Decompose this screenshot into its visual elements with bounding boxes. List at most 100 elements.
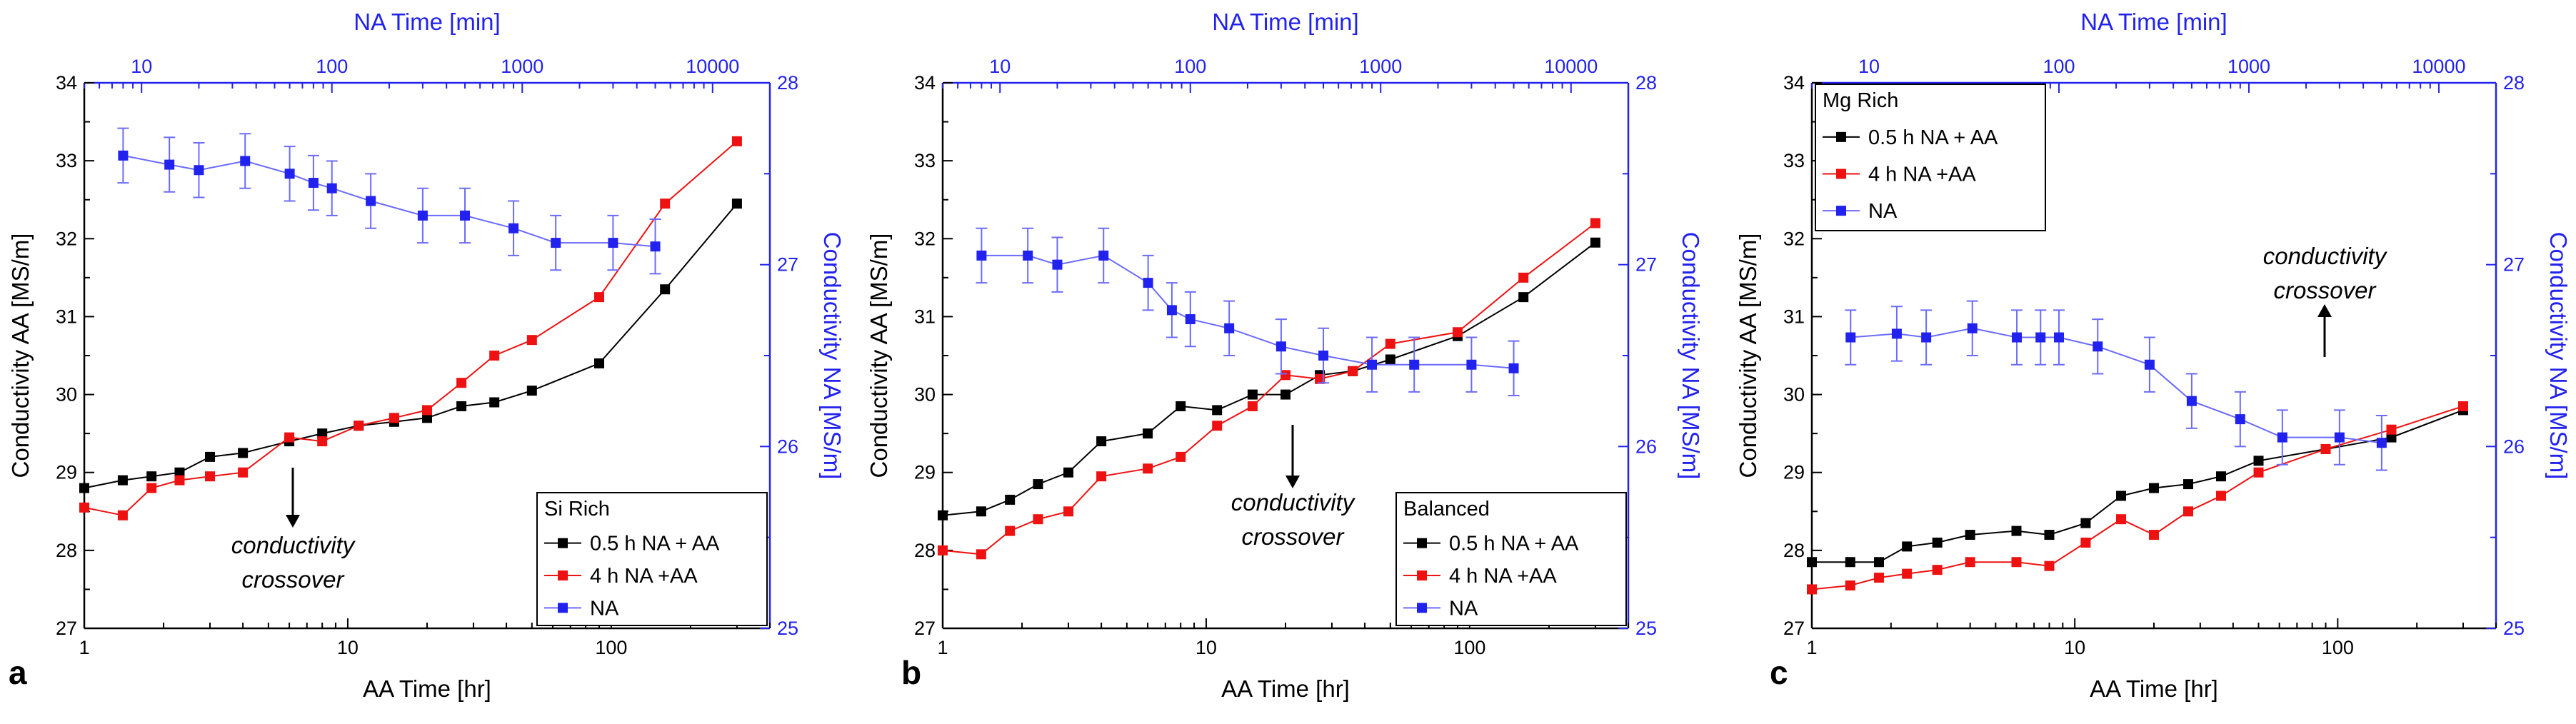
legend-entry-label: 4 h NA +AA — [590, 565, 698, 588]
data-point — [1315, 373, 1325, 384]
data-point — [1845, 580, 1855, 590]
data-point — [1902, 568, 1913, 579]
data-point — [2080, 537, 2091, 548]
y-tick-label: 34 — [914, 72, 936, 94]
annotation-arrow-head — [1286, 476, 1300, 488]
data-point — [1385, 338, 1395, 349]
data-point — [2253, 456, 2264, 466]
data-point — [731, 198, 742, 209]
x-top-tick-label: 1000 — [1359, 56, 1402, 77]
data-point — [976, 250, 987, 261]
data-point — [1348, 366, 1358, 376]
series-0 — [1807, 405, 2469, 568]
x-axis-title: AA Time [hr] — [2090, 675, 2218, 702]
data-point — [205, 471, 216, 482]
data-point — [205, 451, 216, 462]
annotation-text: crossover — [2273, 277, 2377, 303]
data-point — [79, 483, 89, 493]
x-top-axis-title: NA Time [min] — [354, 9, 500, 35]
data-point — [976, 506, 986, 517]
y-right-tick-label: 26 — [1635, 436, 1657, 457]
x-tick-label: 10 — [2064, 637, 2085, 658]
series-2 — [117, 127, 661, 275]
data-point — [1143, 428, 1153, 439]
x-top-tick-label: 100 — [2043, 56, 2075, 77]
legend-swatch-marker — [558, 538, 568, 548]
series-line — [1811, 405, 2464, 590]
data-point — [366, 196, 376, 206]
series-line — [981, 254, 1514, 369]
y-tick-label: 28 — [914, 540, 936, 561]
data-point — [326, 183, 337, 193]
x-top-tick-label: 10000 — [1544, 56, 1598, 77]
data-point — [1508, 363, 1519, 373]
data-point — [2334, 432, 2345, 443]
data-point — [417, 210, 428, 221]
annotation-text: conductivity — [2263, 243, 2388, 269]
data-point — [146, 471, 157, 482]
data-point — [1096, 471, 1107, 482]
y-tick-label: 31 — [56, 306, 77, 327]
y-tick-label: 28 — [56, 540, 77, 561]
data-point — [1466, 359, 1477, 370]
x-top-tick-label: 10 — [131, 56, 152, 77]
data-point — [2011, 526, 2022, 536]
data-point — [1873, 573, 1884, 583]
panel-label: a — [9, 654, 27, 691]
data-point — [164, 159, 175, 170]
data-point — [2144, 359, 2155, 370]
legend-entry-label: 4 h NA +AA — [1868, 164, 1976, 186]
y-right-tick-label: 25 — [777, 618, 798, 639]
x-tick-label: 100 — [595, 637, 627, 658]
y-tick-label: 32 — [1783, 228, 1805, 249]
data-point — [194, 165, 204, 176]
legend-entry-label: 0.5 h NA + AA — [590, 533, 720, 555]
data-point — [1921, 332, 1932, 343]
data-point — [1176, 451, 1186, 462]
data-point — [2035, 332, 2046, 343]
data-point — [2116, 514, 2127, 525]
y-right-tick-label: 27 — [2503, 254, 2525, 276]
crossover-annotation: conductivity crossover — [1231, 425, 1356, 550]
y-tick-label: 28 — [1783, 540, 1805, 561]
data-point — [1212, 405, 1223, 416]
legend-title: Si Rich — [544, 498, 610, 521]
data-point — [489, 351, 500, 361]
y-tick-label: 27 — [56, 618, 77, 639]
data-point — [1590, 237, 1600, 248]
data-point — [1891, 328, 1902, 339]
y-tick-label: 30 — [1783, 384, 1805, 406]
data-point — [1965, 557, 1975, 568]
panel-label: b — [901, 654, 921, 691]
y-tick-label: 33 — [56, 150, 77, 171]
x-top-tick-label: 100 — [1174, 56, 1206, 77]
data-point — [240, 156, 251, 166]
y-right-axis-title: Conductivity NA [MS/m] — [819, 232, 846, 480]
y-right-tick-label: 26 — [777, 436, 798, 457]
y-right-tick-label: 27 — [1635, 254, 1657, 276]
crossover-annotation: conductivity crossover — [2263, 243, 2388, 357]
y-right-tick-label: 25 — [2503, 618, 2525, 639]
data-point — [2012, 332, 2023, 343]
data-point — [1845, 332, 1856, 343]
y-right-tick-label: 28 — [1635, 72, 1657, 94]
series-2 — [1845, 300, 2387, 471]
y-axis-title: Conductivity AA [MS/m] — [866, 233, 892, 478]
annotation-arrow-head — [286, 515, 300, 528]
data-point — [2320, 443, 2331, 454]
x-top-tick-label: 1000 — [2227, 56, 2270, 77]
data-point — [174, 475, 185, 486]
data-point — [456, 401, 467, 411]
x-axis-title: AA Time [hr] — [1221, 675, 1350, 702]
y-tick-label: 32 — [56, 228, 77, 249]
data-point — [660, 284, 671, 295]
legend: Si Rich 0.5 h NA + AA 4 h NA +AA NA — [536, 492, 768, 626]
legend-entry-label: NA — [590, 597, 619, 620]
data-point — [422, 405, 432, 416]
data-point — [1185, 314, 1196, 325]
data-point — [460, 210, 471, 221]
data-point — [1033, 514, 1043, 525]
data-point — [660, 198, 671, 209]
series-line — [123, 154, 656, 248]
data-point — [317, 428, 328, 439]
